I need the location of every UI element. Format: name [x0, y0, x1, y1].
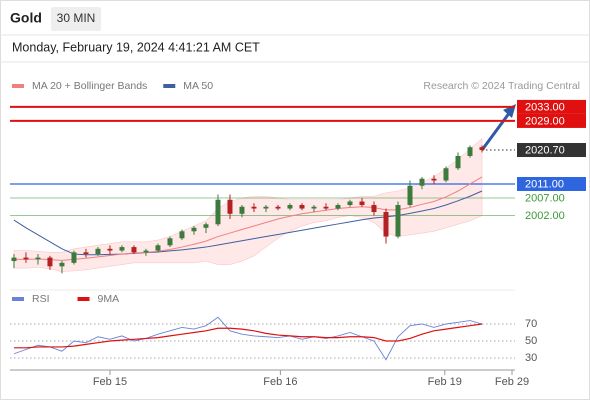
legend-label: 9MA [98, 293, 120, 305]
candle-body [11, 257, 17, 262]
candle-body [167, 238, 173, 246]
candle-body [95, 248, 101, 255]
candle-body [83, 252, 89, 255]
timeframe-box[interactable] [51, 7, 101, 31]
credit: Research © 2024 Trading Central [423, 80, 580, 92]
legend-label: MA 20 + Bollinger Bands [32, 80, 147, 92]
candle-body [323, 206, 329, 209]
instrument-title: Gold [10, 10, 42, 26]
candle-body [383, 212, 389, 237]
ma50-line [13, 190, 483, 256]
rsi-line [13, 316, 483, 361]
candle-body [251, 206, 257, 209]
candle-body [143, 250, 149, 253]
candle-body [287, 205, 293, 209]
candle-body [203, 224, 209, 228]
x-tick-label: Feb 16 [263, 376, 297, 388]
candle-body [119, 247, 125, 251]
candle-body [311, 206, 317, 209]
candle-body [263, 206, 269, 209]
legend-swatch [12, 297, 24, 301]
candle-body [35, 257, 41, 260]
candle-body [155, 245, 161, 251]
level-label-box [517, 113, 586, 128]
rsi-tick-label: 30 [525, 352, 537, 364]
level-label: 2029.00 [525, 115, 565, 127]
x-tick-label: Feb 19 [428, 376, 462, 388]
level-label: 2020.70 [525, 144, 565, 156]
level-label: 2033.00 [525, 101, 565, 113]
candle-body [479, 147, 485, 151]
legend-label: RSI [32, 293, 50, 305]
x-tick-label: Feb 29 [495, 376, 529, 388]
candle-body [227, 199, 233, 214]
candle-body [47, 257, 53, 267]
candle-body [419, 178, 425, 186]
candle-body [443, 168, 449, 181]
rsi-tick-label: 50 [525, 335, 537, 347]
ma20-line [13, 176, 483, 261]
level-label: 2007.00 [525, 192, 565, 204]
level-label: 2002.00 [525, 210, 565, 222]
candle-body [455, 155, 461, 169]
candle-body [395, 205, 401, 237]
datetime: Monday, February 19, 2024 4:41:21 AM CET [12, 40, 260, 54]
level-label-box [517, 143, 586, 158]
legend-label: MA 50 [183, 80, 213, 92]
candle-body [431, 178, 437, 181]
forecast-arrow [480, 111, 512, 151]
timeframe[interactable]: 30 MIN [57, 11, 96, 25]
candle-body [131, 247, 137, 253]
level-label: 2011.00 [525, 178, 564, 190]
level-label-box [517, 176, 586, 191]
candle-body [371, 205, 377, 213]
candle-body [359, 201, 365, 206]
candle-body [23, 257, 29, 260]
candle-body [215, 199, 221, 225]
rsi-line [13, 323, 483, 349]
candle-body [179, 231, 185, 239]
x-tick-label: Feb 15 [93, 376, 127, 388]
candle-body [71, 252, 77, 263]
candle-body [239, 206, 245, 214]
candle-body [467, 147, 473, 156]
legend-swatch [12, 84, 24, 88]
candle-body [347, 201, 353, 206]
candle-body [191, 227, 197, 232]
level-label-box [517, 99, 586, 114]
candle-body [107, 248, 113, 251]
legend-swatch [77, 297, 90, 301]
legend-swatch [163, 84, 176, 88]
rsi-tick-label: 70 [525, 318, 537, 330]
candle-body [59, 262, 65, 267]
candle-body [407, 185, 413, 206]
candle-body [335, 205, 341, 209]
candle-body [275, 206, 281, 209]
candle-body [299, 205, 305, 209]
